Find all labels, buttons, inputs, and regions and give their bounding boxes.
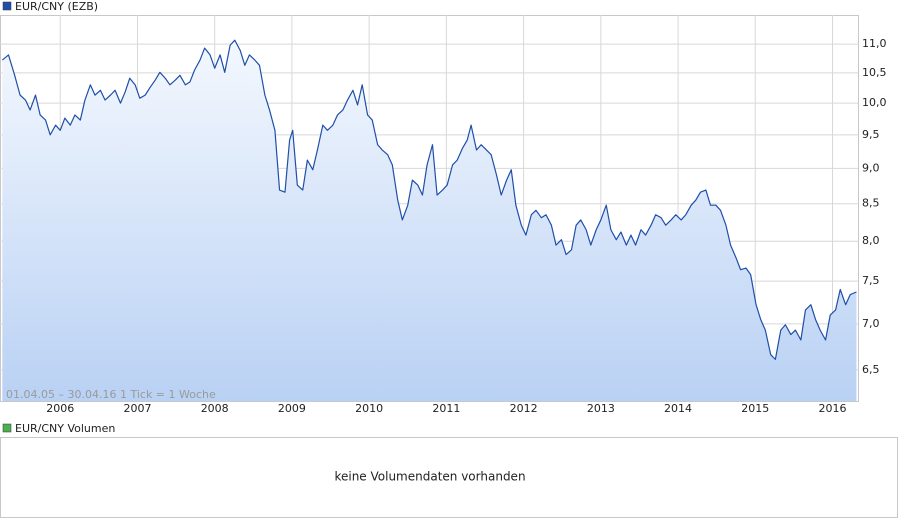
- x-tick-label: 2010: [355, 402, 383, 415]
- x-tick-label: 2013: [587, 402, 615, 415]
- price-line: [1, 39, 857, 360]
- area-layer: [2, 40, 857, 401]
- line-layer: [1, 39, 857, 360]
- legend-label: EUR/CNY (EZB): [15, 0, 98, 13]
- volume-frame: [0, 437, 898, 518]
- volume-legend-swatch: [2, 423, 12, 433]
- y-tick-label: 8,0: [862, 234, 880, 247]
- volume-legend-label: EUR/CNY Volumen: [15, 422, 115, 435]
- y-tick-label: 9,5: [862, 128, 880, 141]
- y-tick-label: 8,5: [862, 197, 880, 210]
- y-tick-label: 11,0: [862, 37, 887, 50]
- range-annotation: 01.04.05 – 30.04.16 1 Tick = 1 Woche: [6, 388, 216, 401]
- x-tick-label: 2016: [819, 402, 847, 415]
- y-tick-label: 7,0: [862, 317, 880, 330]
- x-tick-label: 2015: [741, 402, 769, 415]
- x-tick-label: 2012: [510, 402, 538, 415]
- x-tick-label: 2011: [432, 402, 460, 415]
- y-tick-label: 10,0: [862, 96, 887, 109]
- x-tick-label: 2007: [123, 402, 151, 415]
- y-tick-label: 7,5: [862, 274, 880, 287]
- x-tick-label: 2014: [664, 402, 692, 415]
- area-fill: [2, 40, 857, 401]
- x-tick-label: 2009: [278, 402, 306, 415]
- legend-swatch: [2, 1, 12, 11]
- x-tick-label: 2008: [201, 402, 229, 415]
- volume-message: keine Volumendaten vorhanden: [334, 470, 525, 484]
- y-tick-label: 6,5: [862, 363, 880, 376]
- labels: 6,5 7,0 7,5 8,0 8,5 9,0 9,5 10,0 10,5 11,0 2006 200…: [46, 37, 886, 415]
- plot-frame: [0, 15, 859, 402]
- x-tick-label: 2006: [46, 402, 74, 415]
- y-tick-label: 10,5: [862, 66, 887, 79]
- y-tick-label: 9,0: [862, 161, 880, 174]
